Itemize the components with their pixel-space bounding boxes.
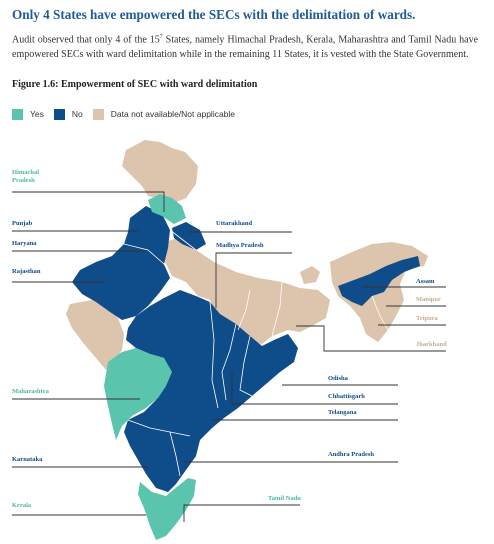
region-assam xyxy=(338,256,420,306)
label-maharashtra: Maharashtra xyxy=(12,388,49,395)
label-assam: Assam xyxy=(416,278,435,285)
label-rajasthan: Rajasthan xyxy=(12,268,41,275)
leader-lines xyxy=(12,191,446,522)
legend-swatch-na xyxy=(92,108,104,120)
leader-madhya-pradesh xyxy=(215,252,292,308)
label-punjab: Punjab xyxy=(12,220,33,227)
region-group-no xyxy=(72,206,420,492)
label-odisha: Odisha xyxy=(328,375,348,382)
label-kerala: Kerala xyxy=(12,502,32,509)
label-tripura: Tripura xyxy=(416,315,438,322)
legend-swatch-no xyxy=(53,108,65,120)
legend-item-no: No xyxy=(53,108,83,120)
label-manipur: Manipur xyxy=(416,296,441,303)
label-tamil-nadu: Tamil Nadu xyxy=(268,495,301,502)
legend-item-yes: Yes xyxy=(12,108,44,120)
leader-chhattisgarh xyxy=(231,372,398,405)
label-andhra-pradesh: Andhra Pradesh xyxy=(328,451,375,458)
map-legend: Yes No Data not available/Not applicable xyxy=(12,107,245,121)
intro-paragraph: Audit observed that only 4 of the 157 St… xyxy=(12,30,478,62)
figure-title: Figure 1.6: Empowerment of SEC with ward… xyxy=(12,79,258,90)
region-tamil-nadu-kerala xyxy=(138,478,196,540)
state-borders xyxy=(123,229,389,477)
label-jharkhand: Jharkhand xyxy=(416,341,447,348)
leader-himachal xyxy=(12,191,165,212)
region-maharashtra xyxy=(104,348,172,440)
leader-tamil-nadu xyxy=(183,504,300,522)
region-central-south xyxy=(124,290,298,492)
region-sikkim xyxy=(300,266,320,284)
legend-swatch-yes xyxy=(12,108,23,120)
label-telangana: Telangana xyxy=(328,409,357,416)
label-haryana: Haryana xyxy=(12,240,37,247)
region-punjab-haryana-rajasthan xyxy=(72,206,170,320)
region-jammu-kashmir xyxy=(122,140,198,204)
region-north-plains xyxy=(164,236,330,344)
region-uttarakhand xyxy=(172,222,206,250)
paragraph-text-continued: States, namely Himachal Pradesh, Kerala,… xyxy=(12,34,479,60)
region-himachal-pradesh xyxy=(148,194,186,224)
section-heading: Only 4 States have empowered the SECs wi… xyxy=(12,7,416,22)
label-madhya-pradesh: Madhya Pradesh xyxy=(216,242,264,249)
legend-label-na: Data not available/Not applicable xyxy=(110,109,236,119)
leader-jharkhand xyxy=(296,325,446,352)
legend-item-na: Data not available/Not applicable xyxy=(92,108,236,120)
region-gujarat xyxy=(66,300,124,370)
label-karnataka: Karnataka xyxy=(12,456,43,463)
label-uttarakhand: Uttarakhand xyxy=(216,220,253,227)
paragraph-text: Audit observed that only 4 of the 15 xyxy=(12,34,160,46)
legend-label-no: No xyxy=(71,109,83,119)
label-himachal-pradesh: Himachal Pradesh xyxy=(12,169,40,184)
region-group-yes xyxy=(104,194,196,540)
footnote-marker: 7 xyxy=(159,34,163,40)
legend-label-yes: Yes xyxy=(30,109,44,119)
label-chhattisgarh: Chhattisgarh xyxy=(328,393,365,400)
